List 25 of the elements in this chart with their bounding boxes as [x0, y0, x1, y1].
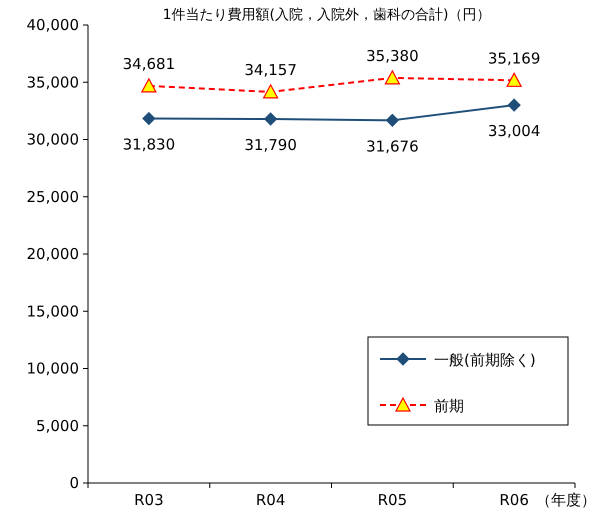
x-tick-label: R04	[256, 491, 286, 509]
data-label: 35,380	[366, 46, 419, 65]
y-tick-label: 10,000	[26, 360, 79, 378]
y-tick-label: 25,000	[26, 188, 79, 206]
chart-title: 1件当たり費用額(入院，入院外，歯科の合計)（円）	[162, 7, 490, 23]
y-tick-label: 35,000	[26, 73, 79, 92]
data-label: 35,169	[488, 49, 540, 68]
y-tick-label: 20,000	[26, 245, 79, 263]
data-label: 31,790	[244, 136, 297, 154]
x-tick-label: R06	[499, 491, 529, 509]
data-label: 31,676	[366, 137, 419, 156]
data-label: 34,681	[122, 54, 176, 73]
y-tick-label: 40,000	[26, 16, 79, 34]
legend-label: 一般(前期除く)	[434, 351, 536, 369]
data-label: 33,004	[488, 122, 540, 140]
y-tick-label: 15,000	[26, 302, 79, 320]
y-tick-label: 0	[69, 474, 79, 492]
data-label: 34,157	[244, 60, 297, 79]
y-tick-label: 5,000	[36, 416, 79, 435]
y-tick-label: 30,000	[26, 130, 79, 148]
legend-label: 前期	[434, 397, 464, 415]
x-axis-title: （年度）	[536, 491, 595, 509]
data-label: 31,830	[122, 136, 176, 154]
x-tick-label: R03	[134, 491, 164, 509]
x-tick-label: R05	[378, 491, 408, 509]
